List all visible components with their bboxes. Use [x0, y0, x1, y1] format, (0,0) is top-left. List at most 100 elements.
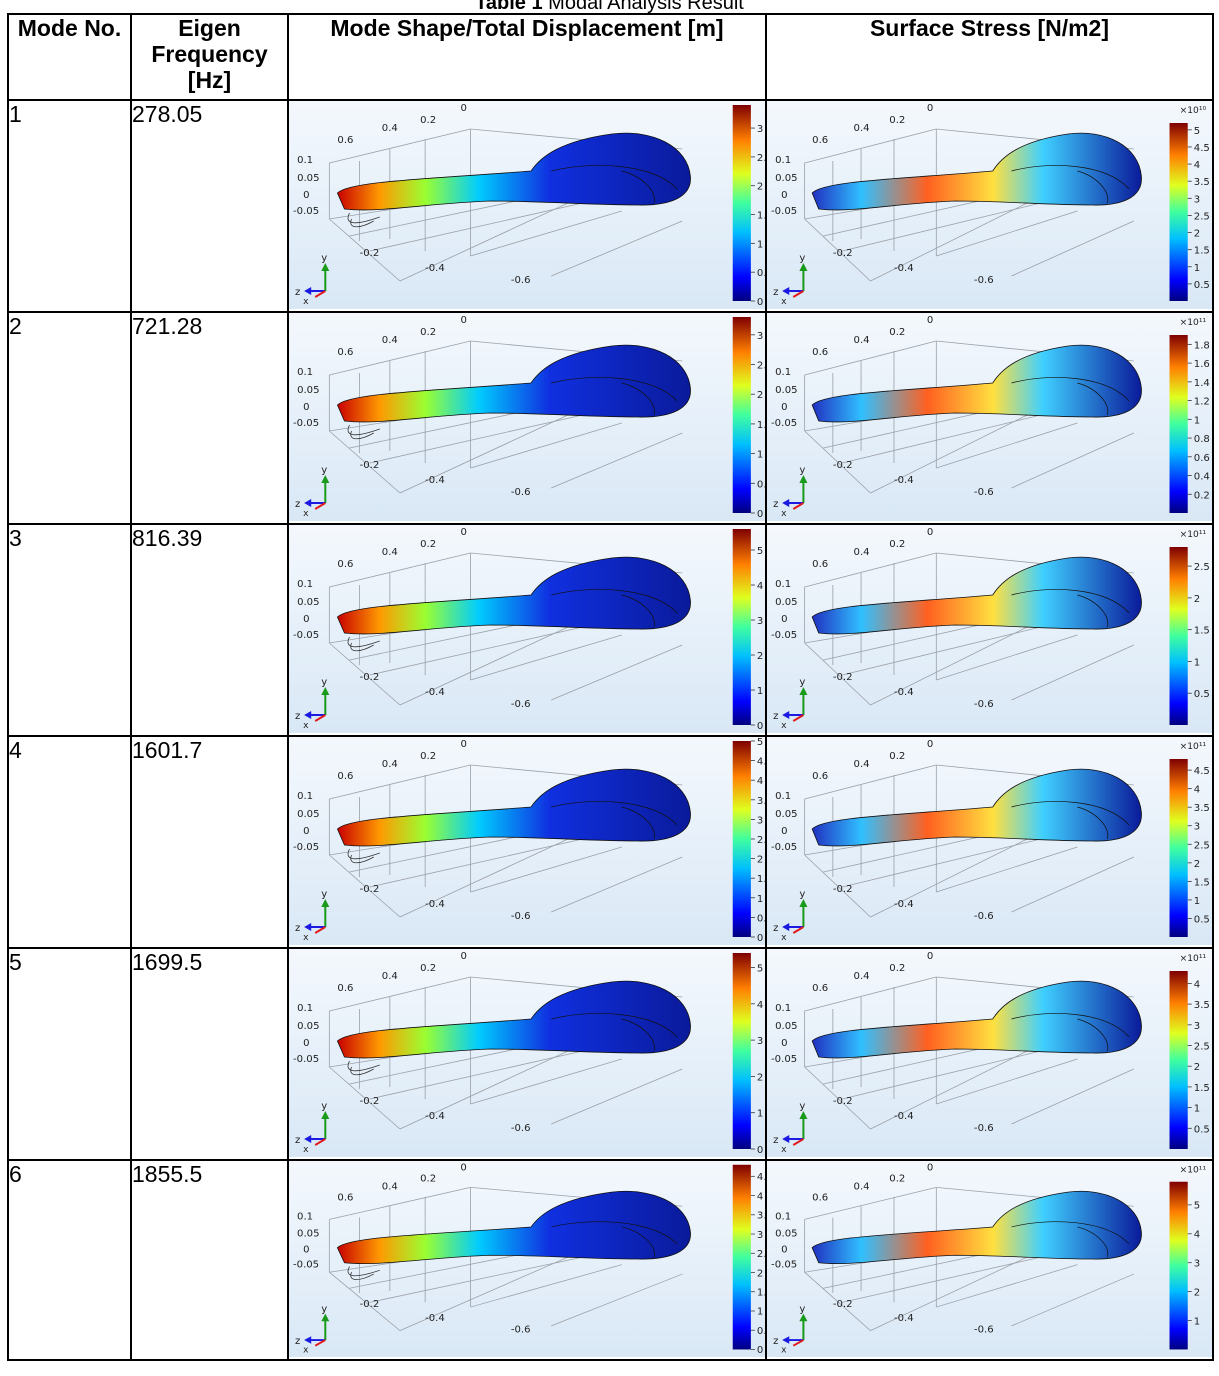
axis-label-top: 0.2 — [420, 751, 436, 762]
colorbar-tick-label: 0 — [757, 933, 763, 944]
mode-number: 6 — [7, 1159, 132, 1361]
triad-x-label: x — [303, 297, 309, 307]
stress-plot: 0.1 0.05 0 -0.05 0.6 0.4 0.2 0 -0.2 -0.4 -0.6 y zx ×1… — [767, 1161, 1212, 1357]
colorbar-tick-label: 0.5 — [757, 268, 765, 279]
axis-label-top: 0.4 — [382, 547, 398, 558]
mode-number: 4 — [7, 735, 132, 949]
axis-label-top: 0.6 — [812, 771, 828, 782]
colorbar-tick-label: 3 — [757, 331, 763, 342]
colorbar-tick-label: 4 — [1194, 160, 1200, 171]
axis-triad-icon — [304, 263, 330, 298]
colorbar-tick-label: 1.4 — [1194, 378, 1210, 389]
displacement-plot: 0.1 0.05 0 -0.05 0.6 0.4 0.2 0 -0.2 -0.4 -0.6 y zx 5 4… — [289, 525, 765, 733]
axis-label-left: -0.05 — [771, 630, 797, 641]
axis-triad-icon — [782, 475, 808, 510]
axis-label-left: -0.05 — [293, 206, 319, 217]
colorbar-exponent: ×10¹⁰ — [1180, 106, 1207, 116]
axis-label-bottom: -0.6 — [974, 487, 994, 498]
axis-label-bottom: -0.4 — [425, 1111, 445, 1122]
mode-number: 1 — [7, 99, 132, 313]
axis-label-top: 0.2 — [420, 963, 436, 974]
axis-label-left: 0.05 — [297, 1021, 319, 1032]
stress-plot: 0.1 0.05 0 -0.05 0.6 0.4 0.2 0 -0.2 -0.4 -0.6 y zx ×1… — [767, 737, 1212, 945]
triad-z-label: z — [295, 499, 300, 510]
axis-label-bottom: -0.4 — [894, 1313, 914, 1324]
axis-label-top: 0.6 — [812, 559, 828, 570]
axis-triad-icon — [304, 1313, 330, 1347]
colorbar-tick-label: 1.8 — [1194, 340, 1210, 351]
colorbar-tick-label: 0.5 — [757, 479, 765, 490]
colorbar-tick-label: 3 — [757, 1036, 763, 1047]
colorbar-tick-label: 1.2 — [1194, 397, 1210, 408]
displacement-plot: 0.1 0.05 0 -0.05 0.6 0.4 0.2 0 -0.2 -0.4 -0.6 y zx 3 2… — [289, 101, 765, 309]
colorbar-tick-label: 0.5 — [1194, 280, 1210, 291]
axis-label-left: -0.05 — [293, 418, 319, 429]
axis-label-left: 0.05 — [297, 597, 319, 608]
triad-z-label: z — [295, 287, 300, 298]
axis-label-left: -0.05 — [293, 1260, 319, 1271]
colorbar-tick-label: 3.5 — [757, 796, 765, 807]
axis-label-bottom: -0.2 — [360, 460, 380, 471]
mode-shape-body — [811, 132, 1142, 211]
triad-x-label: x — [781, 721, 787, 731]
colorbar-tick-label: 1.5 — [757, 874, 765, 885]
axis-label-left: -0.05 — [293, 842, 319, 853]
mode-shape-body — [811, 980, 1142, 1059]
triad-x-label: x — [781, 933, 787, 943]
mode-shape-body — [336, 132, 691, 228]
axis-label-top: 0.6 — [337, 983, 353, 994]
stress-plot: 0.1 0.05 0 -0.05 0.6 0.4 0.2 0 -0.2 -0.4 -0.6 y zx ×1… — [767, 949, 1212, 1157]
axis-label-bottom: -0.4 — [425, 263, 445, 274]
table-row: 4 1601.7 0.1 0.05 0 -0.05 0.6 0.4 0.2 0 -0.2 -0.4 -0… — [7, 735, 1214, 949]
axis-triad-icon — [782, 687, 808, 722]
axis-label-left: 0.1 — [775, 1212, 791, 1223]
axis-label-top: 0.6 — [812, 135, 828, 146]
axis-label-bottom: -0.4 — [894, 475, 914, 486]
stress-plot: 0.1 0.05 0 -0.05 0.6 0.4 0.2 0 -0.2 -0.4 -0.6 y zx ×1… — [767, 525, 1212, 733]
mode-shape-body — [811, 1190, 1142, 1265]
colorbar-tick-label: 5 — [757, 737, 763, 748]
colorbar — [732, 317, 751, 513]
axis-label-bottom: -0.6 — [511, 699, 531, 710]
axis-label-left: -0.05 — [771, 1260, 797, 1271]
colorbar-tick-label: 5 — [757, 964, 763, 975]
axis-triad-icon — [304, 475, 330, 510]
axis-label-left: 0.1 — [775, 1003, 791, 1014]
axis-label-left: 0 — [781, 190, 787, 201]
axis-label-left: 0.1 — [775, 579, 791, 590]
triad-y-label: y — [321, 1304, 327, 1315]
colorbar-tick-label: 3 — [757, 616, 763, 627]
axis-label-bottom: -0.6 — [511, 487, 531, 498]
colorbar-exponent: ×10¹¹ — [1180, 318, 1207, 328]
axis-label-left: -0.05 — [771, 418, 797, 429]
axis-label-top: 0.4 — [382, 759, 398, 770]
axis-label-left: 0.05 — [775, 173, 798, 184]
header-mode: Mode No. — [7, 13, 132, 101]
stress-plot-cell: 0.1 0.05 0 -0.05 0.6 0.4 0.2 0 -0.2 -0.4 -0.6 y z x ×1… — [765, 947, 1214, 1161]
axis-label-bottom: -0.2 — [360, 672, 380, 683]
axis-label-left: 0.1 — [297, 1003, 313, 1014]
colorbar — [732, 1164, 751, 1350]
colorbar-tick-label: 1.5 — [1194, 626, 1210, 637]
mode-shape-body — [336, 344, 691, 440]
axis-label-left: -0.05 — [293, 1054, 319, 1065]
mode-shape-body — [336, 768, 691, 864]
axis-triad-icon — [304, 1111, 330, 1146]
colorbar-tick-label: 2 — [757, 1269, 763, 1280]
axis-label-bottom: -0.2 — [833, 460, 853, 471]
triad-y-label: y — [321, 677, 327, 688]
axis-label-bottom: -0.6 — [974, 911, 994, 922]
axis-label-bottom: -0.2 — [833, 672, 853, 683]
axis-label-left: 0 — [781, 826, 787, 837]
axis-label-top: 0 — [460, 1163, 466, 1174]
colorbar-tick-label: 4 — [757, 1000, 763, 1011]
mode-shape-body — [336, 556, 691, 652]
axis-label-left: 0.1 — [297, 791, 313, 802]
colorbar-tick-label: 4.5 — [1194, 143, 1210, 154]
colorbar-tick-label: 1.5 — [1194, 877, 1210, 888]
colorbar-tick-label: 1 — [1194, 657, 1200, 668]
axis-label-top: 0.4 — [854, 335, 870, 346]
axis-label-left: 0 — [303, 826, 309, 837]
colorbar-tick-label: 2 — [1194, 594, 1200, 605]
colorbar-tick-label: 1 — [1194, 415, 1200, 426]
